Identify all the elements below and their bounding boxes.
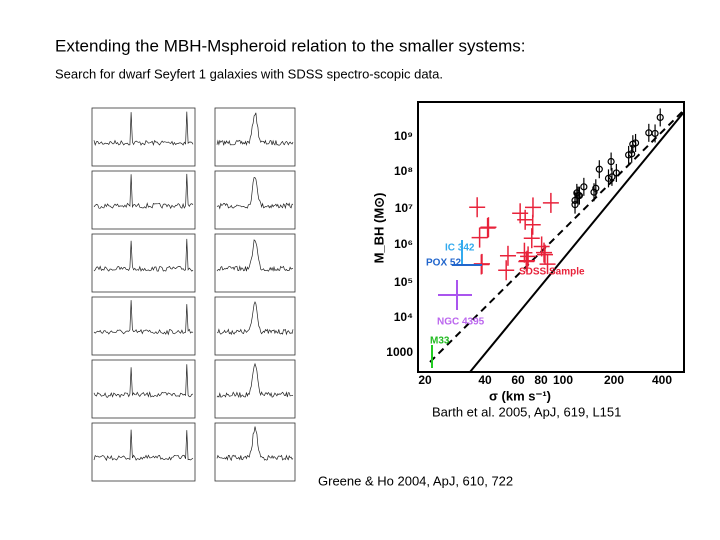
point <box>571 196 579 205</box>
spectrum-line <box>216 426 294 462</box>
point <box>651 129 659 138</box>
spectrum-panel <box>91 233 196 293</box>
point <box>631 139 640 147</box>
spectrum-line <box>93 238 194 272</box>
spectrum-line <box>93 111 194 147</box>
plot-frame <box>417 101 685 373</box>
x-tick-label: 80 <box>534 373 548 387</box>
point <box>612 169 620 177</box>
y-axis-label: M_BH (M⊙) <box>371 193 386 264</box>
y-tick-label: 10⁵ <box>394 275 413 289</box>
subtitle: Search for dwarf Seyfert 1 galaxies with… <box>55 66 443 81</box>
spectrum-line <box>216 112 294 146</box>
x-tick-label: 40 <box>478 373 492 387</box>
spectrum-panel <box>91 359 196 419</box>
x-tick-label: 400 <box>652 373 672 387</box>
x-tick-label: 60 <box>511 373 525 387</box>
x-tick-label: 200 <box>604 373 624 387</box>
spectrum-line <box>93 300 194 336</box>
x-tick-label: 100 <box>553 373 573 387</box>
annotation: SDSS Sample <box>519 267 585 278</box>
spectrum-line <box>216 362 294 399</box>
annotation: M33 <box>430 336 450 347</box>
mbh-sigma-figure: M_BH (M⊙) σ (km s⁻¹) 10⁹ 10⁸ 10⁷ 10⁶ 10⁵ 10⁴ 1… <box>371 101 685 403</box>
y-tick-label: 10⁷ <box>395 201 413 215</box>
spectrum-panel <box>91 170 196 230</box>
spectrum-line <box>93 173 194 210</box>
annotation: NGC 4395 <box>437 317 485 328</box>
spectrum-panel <box>214 107 296 167</box>
spectrum-line <box>216 239 294 272</box>
title: Extending the MBH-Mspheroid relation to … <box>55 36 526 55</box>
x-axis-label: σ (km s⁻¹) <box>489 388 551 403</box>
y-tick-label: 10⁸ <box>394 164 413 178</box>
spectrum-panel <box>214 422 296 482</box>
spectrum-line <box>93 364 194 399</box>
point <box>607 157 615 166</box>
y-tick-label: 1000 <box>386 345 413 359</box>
point <box>604 174 613 182</box>
point <box>580 183 588 191</box>
point <box>575 192 584 200</box>
spectrum-panel <box>91 107 196 167</box>
spectrum-panel <box>214 359 296 419</box>
y-tick-label: 10⁶ <box>394 237 413 251</box>
annotation: IC 342 <box>445 243 475 254</box>
spectrum-panel <box>91 422 196 482</box>
point <box>590 188 598 196</box>
annotation: POX 52 <box>426 258 461 269</box>
y-tick-label: 10⁴ <box>394 310 413 324</box>
solid-fit <box>469 111 685 373</box>
x-tick-label: 20 <box>418 373 432 387</box>
spectrum-line <box>93 429 194 462</box>
spectrum-panel <box>214 233 296 293</box>
y-tick-label: 10⁹ <box>394 129 413 143</box>
caption: Barth et al. 2005, ApJ, 619, L151 <box>432 404 621 419</box>
point <box>656 113 664 122</box>
spectra-figure <box>91 107 296 482</box>
spectrum-panel <box>214 296 296 356</box>
caption: Greene & Ho 2004, ApJ, 610, 722 <box>318 473 513 488</box>
spectrum-panel <box>91 296 196 356</box>
point <box>592 184 600 192</box>
point <box>628 150 636 158</box>
spectrum-line <box>216 301 294 336</box>
spectrum-line <box>216 176 294 210</box>
point <box>595 165 603 173</box>
spectrum-panel <box>214 170 296 230</box>
